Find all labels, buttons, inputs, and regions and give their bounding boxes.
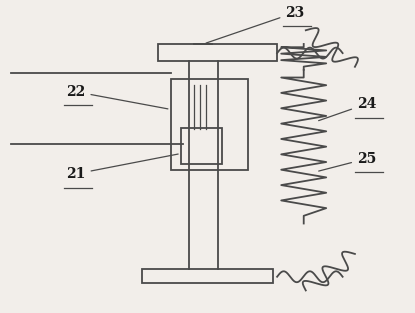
Text: 25: 25 <box>319 152 376 171</box>
Bar <box>171 79 249 170</box>
Bar <box>159 44 277 61</box>
Text: 23: 23 <box>206 6 305 43</box>
Bar <box>142 269 273 283</box>
Text: 22: 22 <box>66 85 168 109</box>
Text: 24: 24 <box>319 97 376 121</box>
Bar <box>181 128 222 164</box>
Text: 21: 21 <box>66 154 178 181</box>
